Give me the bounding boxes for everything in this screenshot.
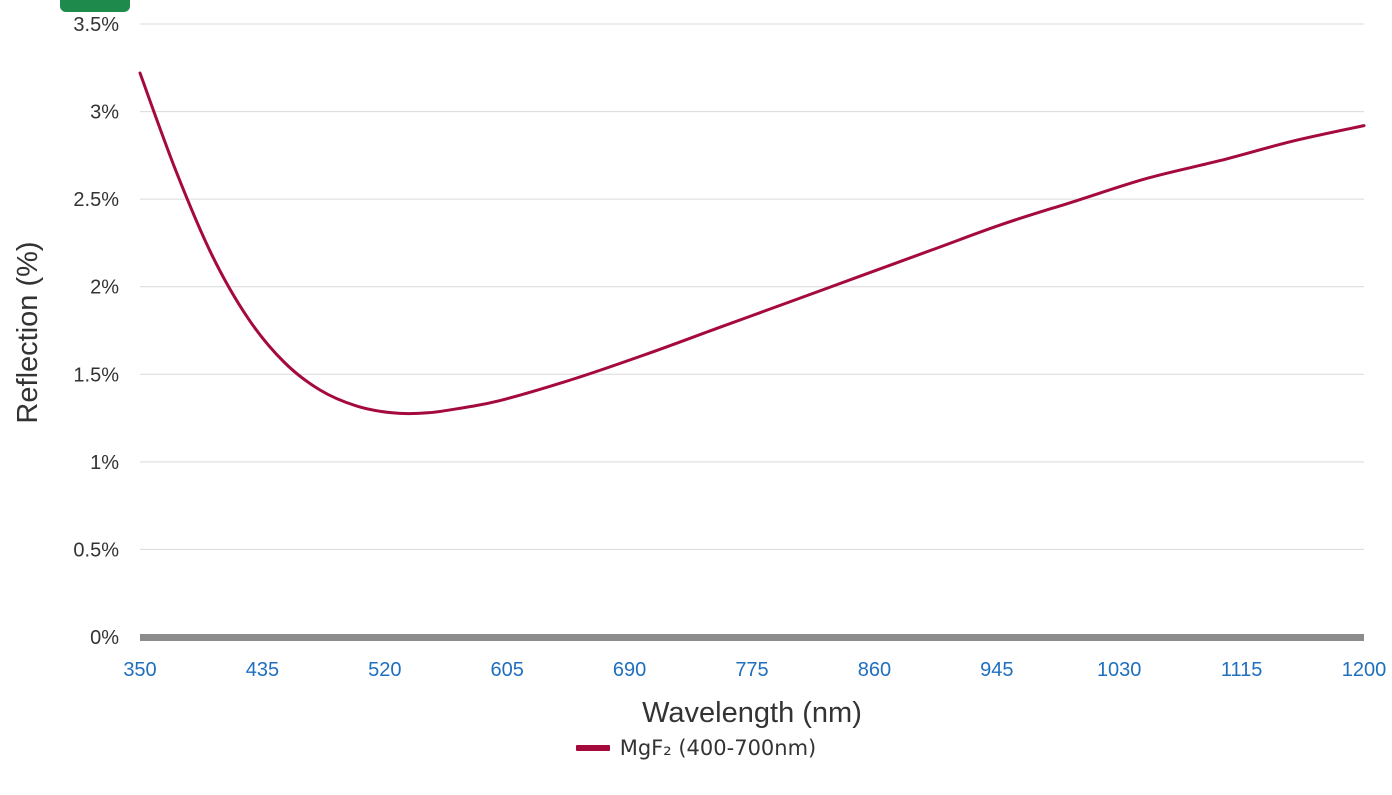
x-tick-label: 435: [246, 659, 279, 681]
x-tick-label: 350: [123, 659, 156, 681]
x-tick-label: 1200: [1342, 659, 1387, 681]
legend: MgF₂ (400-700nm): [0, 736, 1392, 760]
y-tick-label: 1%: [90, 452, 119, 474]
legend-swatch: [575, 745, 610, 751]
y-tick-label: 0%: [90, 627, 119, 649]
y-tick-label: 2.5%: [73, 189, 119, 211]
y-tick-label: 3%: [90, 102, 119, 124]
y-tick-label: 1.5%: [73, 364, 119, 386]
x-tick-label: 605: [491, 659, 524, 681]
y-tick-label: 3.5%: [73, 14, 119, 36]
x-tick-label: 520: [368, 659, 401, 681]
x-tick-label: 1030: [1097, 659, 1142, 681]
x-tick-label: 945: [980, 659, 1013, 681]
x-axis-baseline: [140, 634, 1364, 641]
x-tick-label: 690: [613, 659, 646, 681]
gridlines: [140, 23, 1364, 550]
x-tick-label: 775: [735, 659, 768, 681]
legend-label: MgF₂ (400-700nm): [619, 736, 817, 760]
y-tick-labels: 0% 0.5% 1% 1.5% 2% 2.5% 3% 3.5%: [73, 14, 119, 649]
y-tick-label: 2%: [90, 277, 119, 299]
x-tick-labels: 350 435 520 605 690 775 860 945 1030 1115 1200: [123, 659, 1386, 681]
x-tick-label: 1115: [1221, 659, 1263, 681]
y-axis-title: Reflection (%): [12, 241, 44, 423]
x-tick-label: 860: [858, 659, 891, 681]
series-line-mgf2: [138, 71, 1366, 416]
reflection-chart: 0% 0.5% 1% 1.5% 2% 2.5% 3% 3.5% 350 435 520 605 690…: [12, 14, 1386, 729]
corner-badge: [60, 0, 130, 12]
y-tick-label: 0.5%: [73, 539, 119, 561]
x-axis-title: Wavelength (nm): [642, 697, 862, 729]
